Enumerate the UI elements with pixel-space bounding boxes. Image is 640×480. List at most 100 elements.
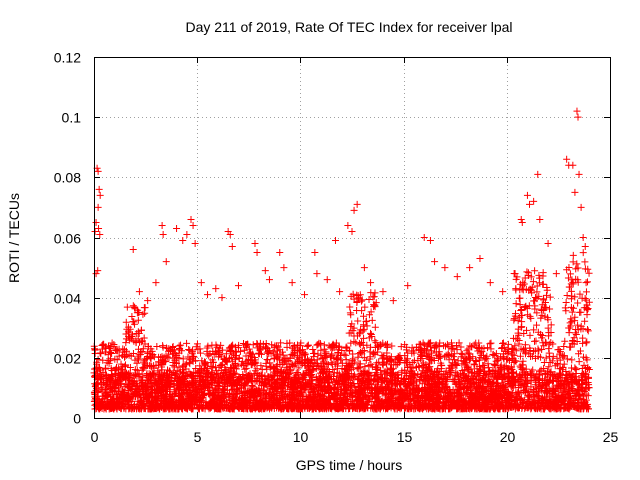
data-point [334, 348, 342, 356]
data-point [193, 401, 201, 409]
data-point [419, 339, 427, 347]
data-point [492, 362, 500, 370]
data-point [562, 307, 570, 315]
data-point [436, 339, 444, 347]
data-point [568, 339, 576, 347]
data-point [392, 386, 400, 394]
data-point [566, 270, 574, 278]
data-point [413, 393, 421, 401]
data-point [558, 352, 566, 360]
data-point [580, 353, 588, 361]
data-point [584, 392, 592, 400]
data-point [365, 361, 373, 369]
data-point [490, 360, 498, 368]
data-point [558, 366, 566, 374]
data-point [313, 341, 321, 349]
data-point [272, 369, 280, 377]
data-point [121, 361, 129, 369]
data-point [457, 343, 465, 351]
data-point [327, 353, 335, 361]
data-point [371, 289, 379, 297]
data-point [186, 360, 194, 368]
data-point [541, 338, 549, 346]
data-point [574, 321, 582, 329]
data-point [111, 346, 119, 354]
data-point [583, 338, 591, 346]
data-point [192, 343, 200, 351]
data-point [154, 367, 162, 375]
data-point [570, 334, 578, 342]
data-point [332, 354, 340, 362]
data-point [498, 344, 506, 352]
data-point [500, 363, 508, 371]
data-point [330, 391, 338, 399]
data-point [574, 299, 582, 307]
data-point [122, 339, 130, 347]
data-point [279, 351, 287, 359]
data-point [581, 258, 589, 266]
data-point [504, 370, 512, 378]
data-point [354, 376, 362, 384]
data-point [538, 346, 546, 354]
data-point [354, 317, 362, 325]
data-point [571, 313, 579, 321]
data-point [368, 316, 376, 324]
data-point [338, 346, 346, 354]
data-point [556, 348, 564, 356]
data-point [582, 296, 590, 304]
data-point [516, 301, 524, 309]
data-point [154, 361, 162, 369]
data-point [388, 384, 396, 392]
data-point [309, 350, 317, 358]
data-point [398, 367, 406, 375]
data-point [122, 335, 130, 343]
data-point [354, 365, 362, 373]
data-point [493, 356, 501, 364]
data-point [425, 366, 433, 374]
data-point [447, 367, 455, 375]
data-point [585, 269, 593, 277]
data-point [309, 345, 317, 353]
data-point [262, 340, 270, 348]
data-point [257, 362, 265, 370]
data-point [576, 308, 584, 316]
data-point [391, 381, 399, 389]
data-point [130, 402, 138, 410]
data-point [512, 285, 520, 293]
data-point [512, 275, 520, 283]
data-point [367, 331, 375, 339]
data-point [577, 322, 585, 330]
data-point [270, 355, 278, 363]
data-point [450, 378, 458, 386]
data-point [475, 356, 483, 364]
data-point [353, 307, 361, 315]
data-point [414, 356, 422, 364]
data-point [325, 342, 333, 350]
data-point [397, 343, 405, 351]
data-point [545, 345, 553, 353]
data-point [204, 365, 212, 373]
data-point [535, 347, 543, 355]
data-point [360, 325, 368, 333]
data-point [146, 353, 154, 361]
data-point [394, 371, 402, 379]
data-point [157, 353, 165, 361]
data-point [542, 291, 550, 299]
data-point [179, 362, 187, 370]
data-point [489, 350, 497, 358]
data-point [532, 393, 540, 401]
data-point [127, 352, 135, 360]
data-point [499, 339, 507, 347]
data-point [553, 360, 561, 368]
data-point [412, 363, 420, 371]
data-point [343, 344, 351, 352]
data-point [210, 351, 218, 359]
data-point [151, 378, 159, 386]
data-point [415, 344, 423, 352]
data-point [404, 355, 412, 363]
data-point [95, 364, 103, 372]
data-point [361, 303, 369, 311]
data-point [131, 304, 139, 312]
data-point [295, 364, 303, 372]
